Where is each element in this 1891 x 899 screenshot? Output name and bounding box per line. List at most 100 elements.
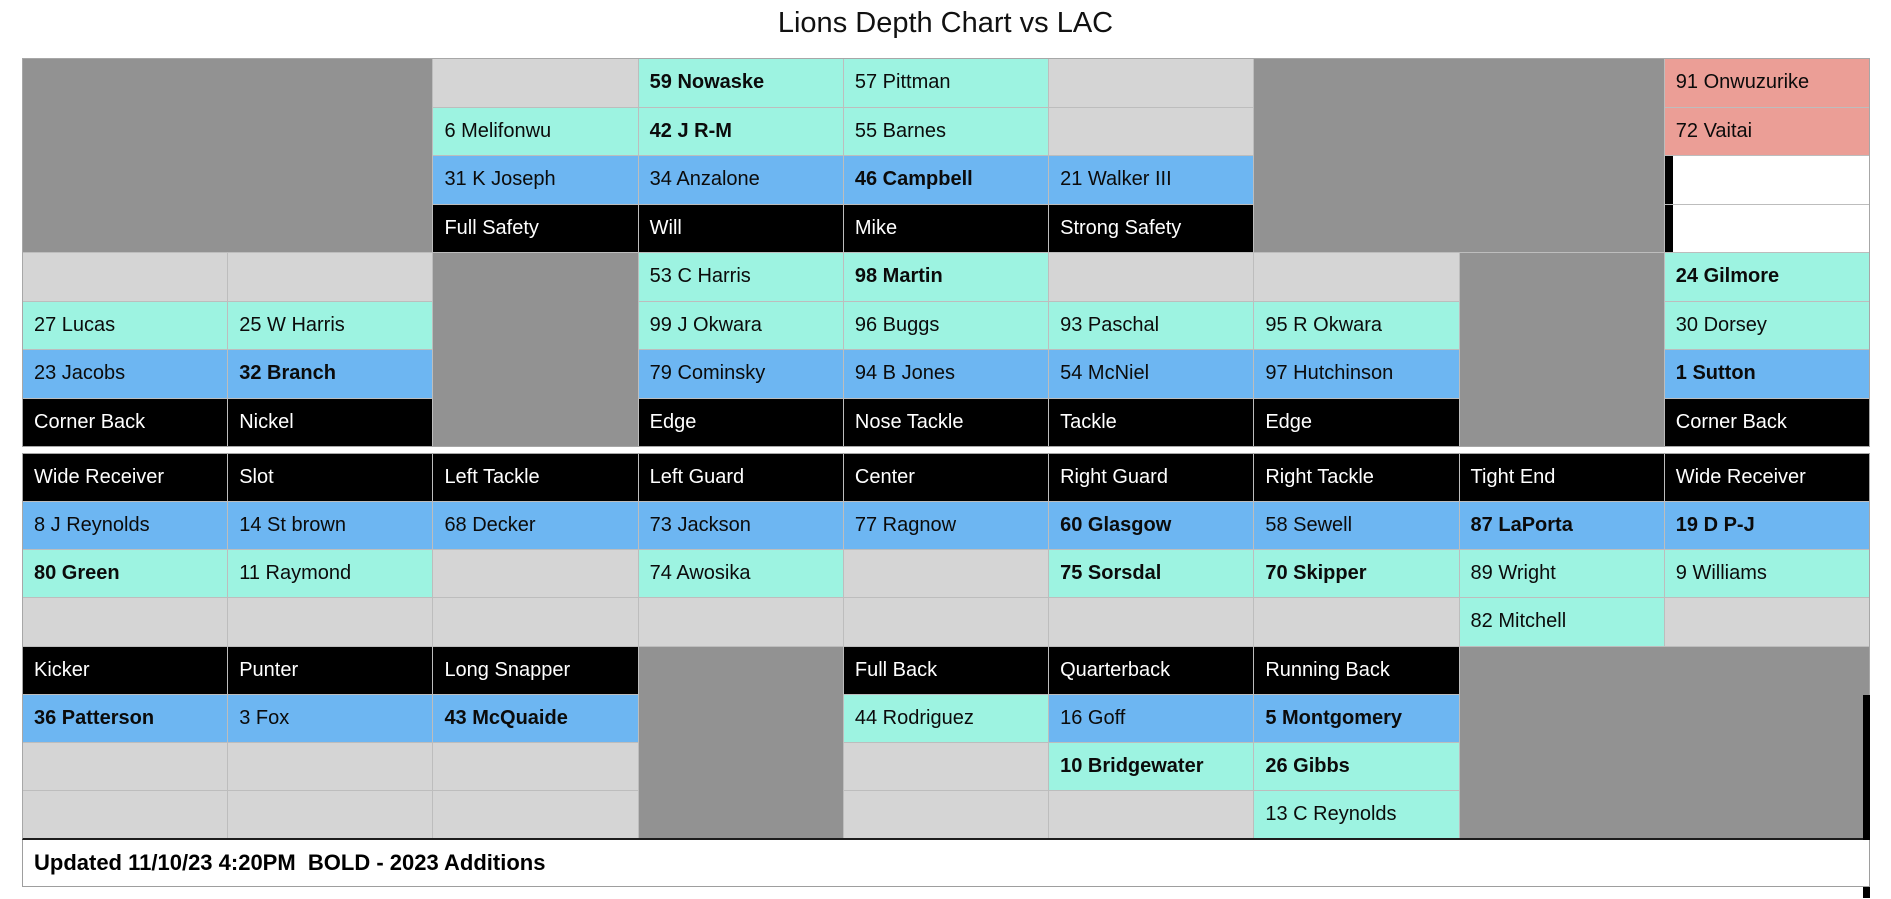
position-punter: Punter: [228, 646, 433, 694]
player-70-skipper: 70 Skipper: [1254, 550, 1459, 598]
thick-right-border: [1863, 695, 1870, 898]
empty-cell: [228, 742, 433, 790]
position-corner-back: Corner Back: [23, 398, 228, 446]
page-title: Lions Depth Chart vs LAC: [777, 7, 1114, 39]
position-wide-receiver: Wide Receiver: [23, 454, 228, 502]
position-right-tackle: Right Tackle: [1254, 454, 1459, 502]
player-55-barnes: 55 Barnes: [843, 107, 1049, 155]
player-77-ragnow: 77 Ragnow: [843, 502, 1049, 550]
empty-cell: [1049, 598, 1254, 646]
player-9-williams: 9 Williams: [1664, 550, 1869, 598]
empty-cell: [638, 598, 843, 646]
player-53-c-harris: 53 C Harris: [638, 253, 843, 301]
position-edge: Edge: [638, 398, 843, 446]
empty-cell: [1049, 790, 1254, 838]
empty-cell: [23, 253, 228, 301]
position-running-back: Running Back: [1254, 646, 1459, 694]
player-93-paschal: 93 Paschal: [1049, 301, 1254, 349]
player-95-r-okwara: 95 R Okwara: [1254, 301, 1459, 349]
player-91-onwuzurike: 91 Onwuzurike: [1664, 59, 1869, 107]
player-74-awosika: 74 Awosika: [638, 550, 843, 598]
player-94-b-jones: 94 B Jones: [843, 350, 1049, 398]
player-36-patterson: 36 Patterson: [23, 694, 228, 742]
player-27-lucas: 27 Lucas: [23, 301, 228, 349]
player-79-cominsky: 79 Cominsky: [638, 350, 843, 398]
player-32-branch: 32 Branch: [228, 350, 433, 398]
player-97-hutchinson: 97 Hutchinson: [1254, 350, 1459, 398]
empty-cell: [638, 646, 843, 838]
player-68-decker: 68 Decker: [433, 502, 638, 550]
player-54-mcniel: 54 McNiel: [1049, 350, 1254, 398]
player-23-jacobs: 23 Jacobs: [23, 350, 228, 398]
player-59-nowaske: 59 Nowaske: [638, 59, 843, 107]
empty-cell: [1459, 646, 1869, 838]
player-44-rodriguez: 44 Rodriguez: [843, 694, 1049, 742]
position-full-safety: Full Safety: [433, 204, 638, 252]
position-tackle: Tackle: [1049, 398, 1254, 446]
player-13-c-reynolds: 13 C Reynolds: [1254, 790, 1459, 838]
player-30-dorsey: 30 Dorsey: [1664, 301, 1869, 349]
empty-cell: [433, 790, 638, 838]
empty-cell: [433, 59, 638, 107]
player-6-melifonwu: 6 Melifonwu: [433, 107, 638, 155]
empty-cell: [843, 550, 1049, 598]
player-8-j-reynolds: 8 J Reynolds: [23, 502, 228, 550]
empty-cell: [433, 598, 638, 646]
player-57-pittman: 57 Pittman: [843, 59, 1049, 107]
empty-cell: [433, 742, 638, 790]
player-99-j-okwara: 99 J Okwara: [638, 301, 843, 349]
player-42-j-r-m: 42 J R-M: [638, 107, 843, 155]
empty-cell: [1049, 59, 1254, 107]
player-73-jackson: 73 Jackson: [638, 502, 843, 550]
position-edge: Edge: [1254, 398, 1459, 446]
empty-cell: [843, 598, 1049, 646]
position-strong-safety: Strong Safety: [1049, 204, 1254, 252]
player-34-anzalone: 34 Anzalone: [638, 156, 843, 204]
empty-cell: [1664, 598, 1869, 646]
player-21-walker-iii: 21 Walker III: [1049, 156, 1254, 204]
depth-chart-grid: 59 Nowaske 57 Pittman 91 Onwuzurike 6 Melif…: [22, 58, 1870, 898]
player-11-raymond: 11 Raymond: [228, 550, 433, 598]
position-kicker: Kicker: [23, 646, 228, 694]
position-nickel: Nickel: [228, 398, 433, 446]
player-87-laporta: 87 LaPorta: [1459, 502, 1664, 550]
player-19-d-p-j: 19 D P-J: [1664, 502, 1869, 550]
player-72-vaitai: 72 Vaitai: [1664, 107, 1869, 155]
player-46-campbell: 46 Campbell: [843, 156, 1049, 204]
position-will: Will: [638, 204, 843, 252]
player-60-glasgow: 60 Glasgow: [1049, 502, 1254, 550]
empty-cell: [843, 790, 1049, 838]
empty-cell: [1254, 59, 1664, 252]
position-corner-back: Corner Back: [1664, 398, 1869, 446]
player-16-goff: 16 Goff: [1049, 694, 1254, 742]
player-75-sorsdal: 75 Sorsdal: [1049, 550, 1254, 598]
empty-cell: [1459, 253, 1664, 446]
player-25-w-harris: 25 W Harris: [228, 301, 433, 349]
empty-cell: [433, 550, 638, 598]
position-wide-receiver: Wide Receiver: [1664, 454, 1869, 502]
player-5-montgomery: 5 Montgomery: [1254, 694, 1459, 742]
position-quarterback: Quarterback: [1049, 646, 1254, 694]
empty-cell: [1664, 204, 1869, 252]
position-full-back: Full Back: [843, 646, 1049, 694]
position-tight-end: Tight End: [1459, 454, 1664, 502]
empty-cell: [228, 790, 433, 838]
position-left-tackle: Left Tackle: [433, 454, 638, 502]
position-left-guard: Left Guard: [638, 454, 843, 502]
player-10-bridgewater: 10 Bridgewater: [1049, 742, 1254, 790]
empty-cell: [843, 742, 1049, 790]
player-80-green: 80 Green: [23, 550, 228, 598]
player-1-sutton: 1 Sutton: [1664, 350, 1869, 398]
position-center: Center: [843, 454, 1049, 502]
empty-cell: [23, 598, 228, 646]
player-24-gilmore: 24 Gilmore: [1664, 253, 1869, 301]
player-14-st-brown: 14 St brown: [228, 502, 433, 550]
empty-cell: [228, 253, 433, 301]
player-31-k-joseph: 31 K Joseph: [433, 156, 638, 204]
empty-cell: [433, 253, 638, 446]
empty-cell: [1049, 253, 1254, 301]
player-82-mitchell: 82 Mitchell: [1459, 598, 1664, 646]
footer-note: Updated 11/10/23 4:20PM BOLD - 2023 Addi…: [22, 840, 1870, 887]
offense-grid: Wide Receiver Slot Left Tackle Left Guard Ce…: [22, 453, 1870, 840]
